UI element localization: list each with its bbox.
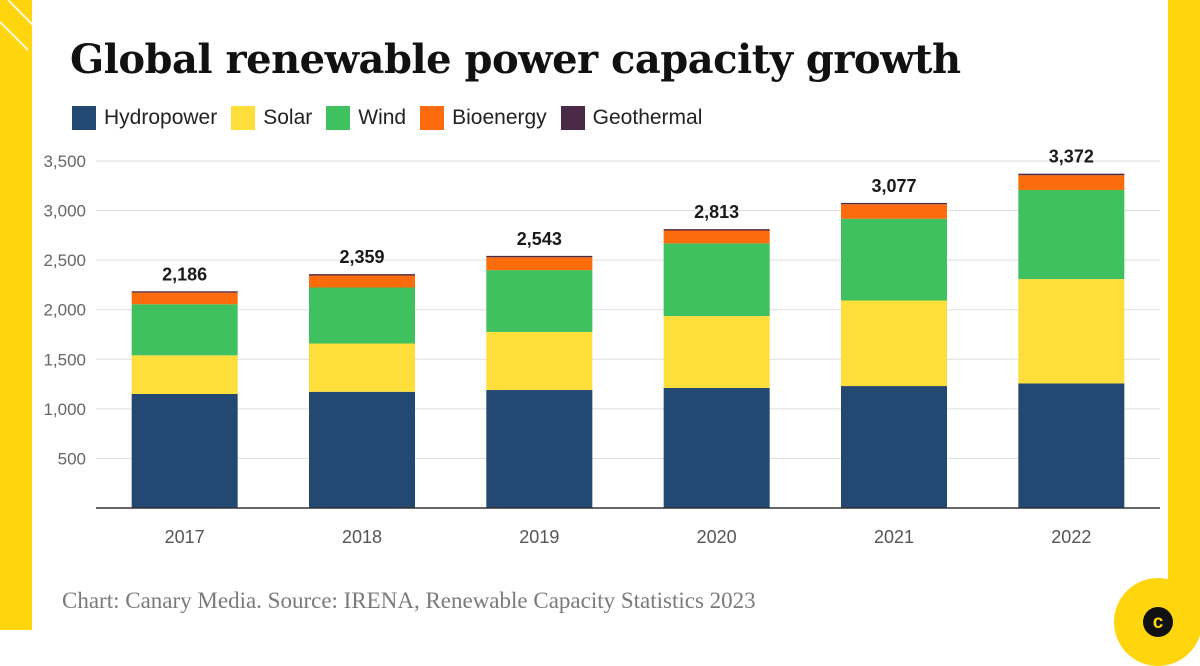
- y-tick-label: 3,000: [43, 202, 86, 221]
- bar-bioenergy-2021: [841, 204, 947, 219]
- bar-solar-2021: [841, 300, 947, 387]
- bar-bioenergy-2020: [663, 230, 770, 244]
- y-tick-label: 1,500: [43, 350, 86, 369]
- stacked-bar-chart: 500 1,000 1,500 2,000 2,500 3,000 3,500 2017 201…: [43, 147, 1160, 547]
- bar-hydropower-2017: [131, 393, 238, 508]
- x-tick-label-2022: 2022: [1051, 527, 1091, 547]
- y-tick-label: 1,000: [43, 400, 86, 419]
- legend-swatch-solar: [231, 106, 256, 130]
- bar-wind-2020: [663, 243, 770, 317]
- legend: Hydropower Solar Wind Bioenergy Geotherm…: [72, 106, 716, 130]
- bar-hydropower-2020: [663, 387, 770, 508]
- bar-hydropower-2019: [486, 390, 593, 508]
- y-tick-label: 2,000: [43, 301, 86, 320]
- legend-swatch-bioenergy: [420, 106, 445, 130]
- bar-wind-2017: [131, 304, 238, 356]
- legend-label-solar: Solar: [263, 106, 313, 129]
- x-tick-label-2020: 2020: [697, 527, 737, 547]
- legend-item-solar: Solar: [231, 106, 312, 130]
- bar-solar-2017: [131, 355, 238, 394]
- source-note: Chart: Canary Media. Source: IRENA, Rene…: [62, 588, 756, 613]
- legend-swatch-geothermal: [560, 106, 585, 130]
- legend-label-hydropower: Hydropower: [104, 106, 218, 129]
- legend-item-wind: Wind: [326, 106, 406, 130]
- bar-geothermal-2022: [1018, 173, 1125, 176]
- bar-wind-2019: [486, 270, 593, 332]
- x-tick-label-2017: 2017: [165, 527, 205, 547]
- legend-label-wind: Wind: [358, 106, 407, 129]
- total-label-2018: 2,359: [339, 247, 384, 267]
- gridlines: [96, 160, 1160, 459]
- legend-item-geothermal: Geothermal: [560, 106, 703, 130]
- total-label-2022: 3,372: [1049, 147, 1094, 167]
- bar-geothermal-2021: [841, 202, 947, 205]
- bar-solar-2019: [486, 331, 593, 391]
- bar-geothermal-2018: [309, 274, 415, 276]
- bar-geothermal-2019: [486, 255, 593, 258]
- axes: 500 1,000 1,500 2,000 2,500 3,000 3,500 2017 201…: [43, 152, 1160, 547]
- bar-solar-2020: [663, 316, 770, 388]
- x-tick-label-2018: 2018: [342, 527, 382, 547]
- y-tick-label: 3,500: [43, 152, 86, 171]
- legend-swatch-wind: [326, 106, 351, 130]
- bar-bioenergy-2017: [131, 292, 238, 305]
- left-frame-band: [0, 0, 32, 630]
- bar-bioenergy-2019: [486, 257, 593, 271]
- x-tick-label-2019: 2019: [519, 527, 559, 547]
- x-tick-label-2021: 2021: [874, 527, 914, 547]
- bar-wind-2022: [1018, 189, 1125, 280]
- y-tick-label: 500: [58, 449, 86, 468]
- total-label-2017: 2,186: [162, 264, 207, 284]
- right-frame-band: [1168, 0, 1200, 630]
- decorative-stripes: [0, 0, 85, 51]
- chart-title: Global renewable power capacity growth: [70, 36, 961, 83]
- bar-geothermal-2020: [663, 229, 770, 231]
- bars: [131, 173, 1125, 508]
- total-label-2019: 2,543: [517, 229, 562, 249]
- bar-wind-2021: [841, 218, 947, 301]
- bar-hydropower-2018: [309, 391, 415, 508]
- bar-bioenergy-2018: [309, 275, 415, 288]
- bar-solar-2018: [309, 343, 415, 392]
- data-labels: 2,186 2,359 2,543 2,813 3,077 3,372: [162, 147, 1094, 285]
- bar-geothermal-2017: [131, 291, 238, 293]
- legend-swatch-hydropower: [72, 106, 96, 130]
- bar-solar-2022: [1018, 279, 1125, 384]
- bar-hydropower-2021: [841, 386, 947, 508]
- total-label-2020: 2,813: [694, 202, 739, 222]
- legend-item-bioenergy: Bioenergy: [420, 106, 547, 130]
- y-tick-label: 2,500: [43, 251, 86, 270]
- bar-wind-2018: [309, 287, 415, 344]
- legend-item-hydropower: Hydropower: [72, 106, 217, 130]
- total-label-2021: 3,077: [871, 176, 916, 196]
- bar-bioenergy-2022: [1018, 175, 1125, 190]
- legend-label-bioenergy: Bioenergy: [452, 106, 547, 129]
- canary-logo-icon: c: [1143, 607, 1173, 637]
- legend-label-geothermal: Geothermal: [592, 106, 703, 129]
- bar-hydropower-2022: [1018, 383, 1125, 508]
